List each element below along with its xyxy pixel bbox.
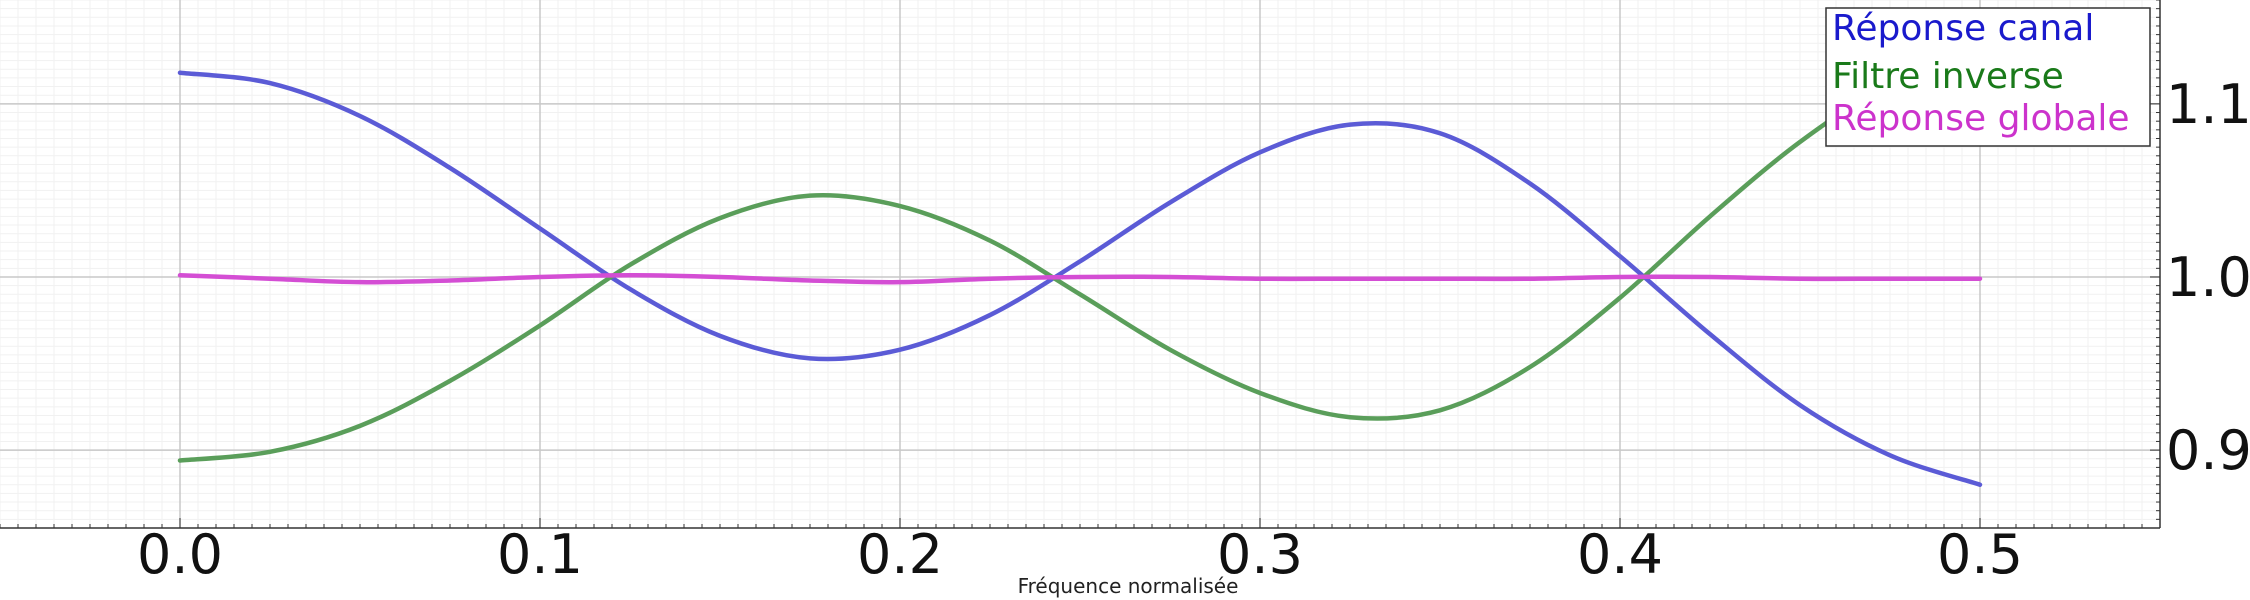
series-line-reponse-globale — [177, 273, 1983, 285]
legend-label-reponse-globale: Réponse globale — [1832, 98, 2130, 139]
y-tick-label: 1.1 — [2166, 73, 2250, 136]
x-axis-title: Fréquence normalisée — [1018, 574, 1239, 598]
y-tick-label: 1.0 — [2166, 246, 2250, 309]
x-tick-label: 0.1 — [497, 523, 583, 586]
legend-label-reponse-canal: Réponse canal — [1832, 8, 2094, 49]
series-line-filtre-inverse — [177, 44, 1983, 463]
x-tick-label: 0.5 — [1937, 523, 2023, 586]
legend-label-filtre-inverse: Filtre inverse — [1832, 56, 2064, 97]
x-tick-label: 0.4 — [1577, 523, 1663, 586]
x-tick-label: 0.3 — [1217, 523, 1303, 586]
x-axis-ticks: 0.0 0.1 0.2 0.3 0.4 0.5 — [0, 518, 2161, 586]
legend: Réponse canal Filtre inverse Réponse glo… — [1825, 7, 2151, 147]
x-tick-label: 0.2 — [857, 523, 943, 586]
x-tick-label: 0.0 — [137, 523, 223, 586]
series-line-reponse-canal — [177, 70, 1983, 487]
y-tick-label: 0.9 — [2166, 419, 2250, 482]
legend-box — [1825, 7, 2151, 147]
series-layer — [177, 44, 1983, 487]
y-axis-ticks: 0.9 1.0 1.1 — [2150, 0, 2250, 520]
